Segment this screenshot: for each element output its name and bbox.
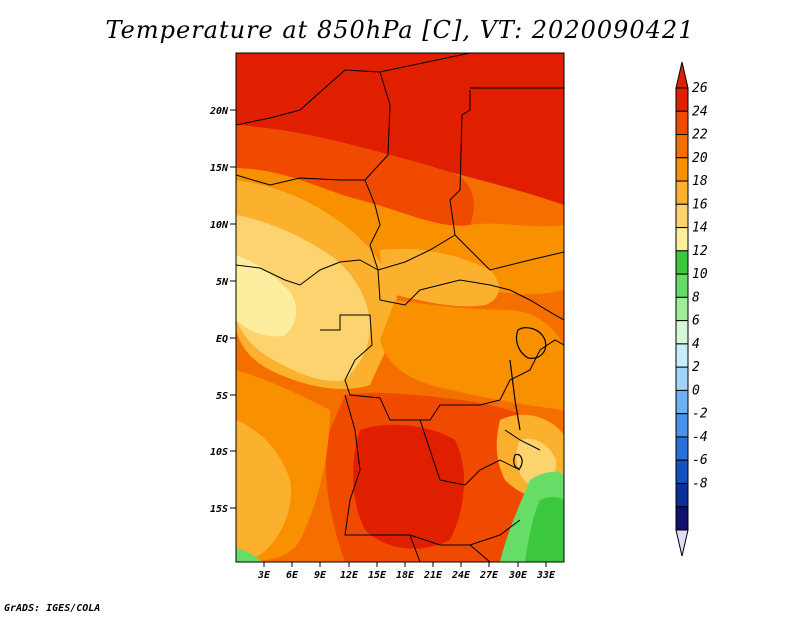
- colorbar-label: 8: [692, 290, 700, 305]
- lat-tick-label: EQ: [216, 334, 228, 345]
- lon-tick-label: 21E: [423, 570, 443, 581]
- lon-tick-label: 9E: [314, 570, 327, 581]
- colorbar-arrow-high: [675, 61, 689, 89]
- east-central-region: [380, 300, 564, 410]
- lon-tick-label: 12E: [340, 570, 359, 581]
- page-title: Temperature at 850hPa [C], VT: 202009042…: [105, 16, 695, 44]
- colorbar-swatch: [675, 157, 689, 182]
- colorbar-swatch: [675, 389, 689, 415]
- colorbar-label: 14: [692, 221, 708, 236]
- country-borders: [236, 53, 564, 562]
- colorbar-label: 20: [692, 151, 708, 166]
- colorbar-swatch: [675, 273, 689, 298]
- lon-tick-label: 30E: [508, 570, 528, 581]
- colorbar-label: 26: [692, 81, 708, 96]
- colorbar-swatch: [675, 366, 689, 391]
- colorbar-swatch: [675, 320, 689, 345]
- lat-tick-label: 10N: [210, 220, 229, 231]
- green-southeast-core: [525, 496, 564, 562]
- lat-tick-label: 15N: [210, 163, 229, 174]
- colorbar-label: 12: [692, 244, 708, 259]
- lon-tick-label: 15E: [368, 570, 387, 581]
- colorbar-label: -6: [692, 453, 708, 468]
- colorbar-label: -4: [692, 430, 708, 445]
- colorbar-label: -8: [692, 476, 708, 491]
- green-southwest: [236, 548, 262, 562]
- colorbar-label: 24: [692, 104, 708, 119]
- colorbar-label: 2: [692, 360, 700, 375]
- cooler-coast-region: [236, 215, 371, 381]
- colorbar-label: 18: [692, 174, 708, 189]
- colorbar-swatch: [675, 250, 689, 275]
- colorbar-swatch: [675, 134, 689, 159]
- lat-axis: 20N 15N 10N 5N EQ 5S 10S 15S: [209, 106, 236, 515]
- colorbar-label: 10: [692, 267, 708, 282]
- hot-north: [236, 53, 564, 205]
- colorbar-label: 22: [692, 128, 708, 143]
- lat-tick-label: 5S: [216, 391, 228, 402]
- colorbar-swatch: [675, 506, 689, 531]
- hottest-angola-region: [353, 424, 465, 549]
- colorbar-swatch: [675, 296, 689, 322]
- lon-tick-label: 6E: [286, 570, 299, 581]
- lat-tick-label: 10S: [210, 447, 228, 458]
- coolest-coast-region: [236, 255, 297, 337]
- lon-tick-label: 33E: [536, 570, 556, 581]
- lat-tick-label: 20N: [209, 106, 229, 117]
- sahel-band: [236, 168, 564, 295]
- grads-credit: GrADS: IGES/COLA: [4, 603, 101, 614]
- temperature-field: [236, 53, 564, 562]
- congo-basin-north: [380, 248, 500, 307]
- colorbar-arrow-low: [675, 529, 689, 557]
- colorbar-swatch: [675, 180, 689, 205]
- colorbar-swatch: [675, 203, 689, 229]
- lakes: [509, 327, 547, 469]
- colorbar-label: 4: [692, 337, 700, 352]
- colorbar-label: 6: [692, 314, 700, 329]
- colorbar-label: 0: [692, 383, 700, 398]
- lon-axis: 3E 6E 9E 12E 15E 18E 21E 24E 27E 30E 33E: [257, 562, 556, 581]
- colorbar-swatch: [675, 110, 689, 136]
- colorbar-swatch: [675, 343, 689, 368]
- colorbar-label: 16: [692, 197, 708, 212]
- colorbar-swatch: [675, 482, 689, 508]
- map-frame: [235, 52, 565, 563]
- lon-tick-label: 24E: [451, 570, 471, 581]
- colorbar-swatch: [675, 436, 689, 461]
- colorbar-swatch: [675, 87, 689, 112]
- colorbar-swatch: [675, 413, 689, 438]
- lon-tick-label: 18E: [396, 570, 415, 581]
- warm-band-north: [236, 125, 474, 226]
- colorbar-swatch: [675, 459, 689, 484]
- lon-tick-label: 27E: [479, 570, 499, 581]
- lat-tick-label: 15S: [210, 504, 228, 515]
- colorbar-label: -2: [692, 407, 708, 422]
- lat-tick-label: 5N: [216, 277, 229, 288]
- lon-tick-label: 3E: [257, 570, 271, 581]
- cool-atlantic-region: [236, 420, 291, 560]
- colorbar-swatch: [675, 227, 689, 252]
